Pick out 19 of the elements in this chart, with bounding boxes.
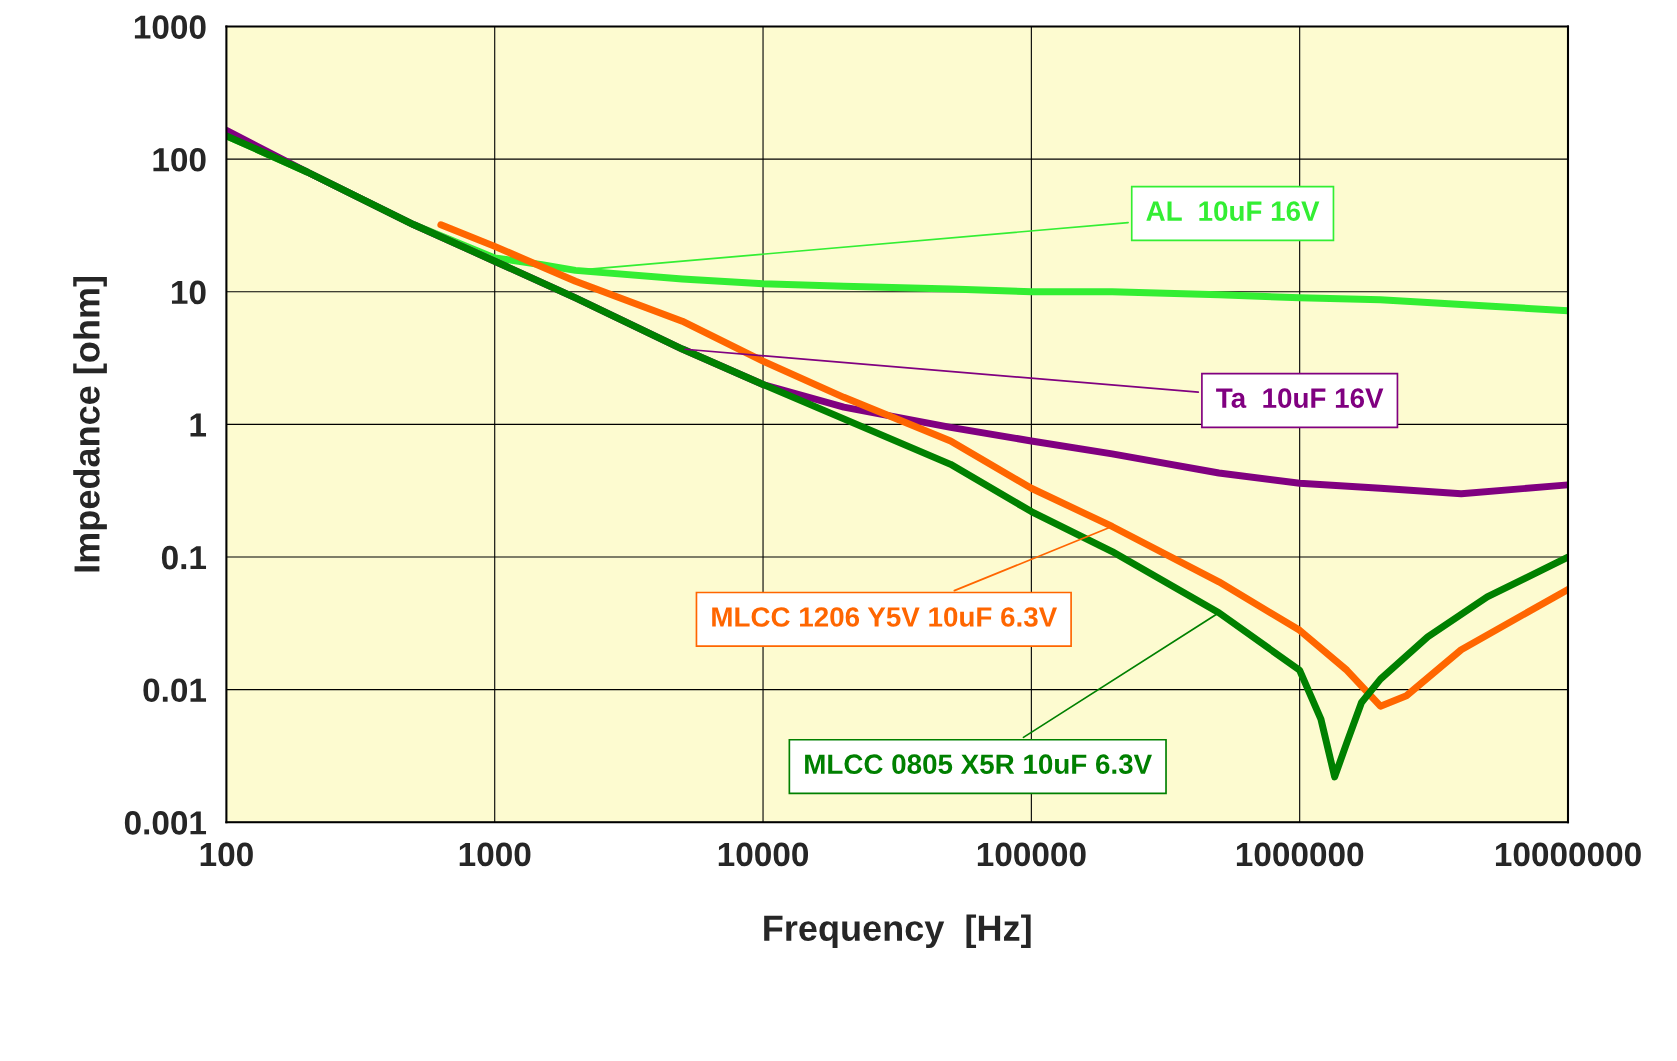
x-tick-label: 100 xyxy=(200,842,253,867)
y-tick-label: 1 xyxy=(190,413,207,437)
y-tick-label: 1000 xyxy=(134,15,206,39)
y-tick-label: 100 xyxy=(153,147,206,172)
x-tick-label: 100000 xyxy=(977,842,1086,867)
text: MLCC 0805 X5R 10uF 6.3V xyxy=(805,754,1152,775)
x-axis-title: Frequency [Hz] xyxy=(764,914,1031,949)
x-tick-label: 10000 xyxy=(718,842,809,867)
y-tick-label: 0.001 xyxy=(124,811,207,835)
x-tick-label: 10000000 xyxy=(1495,842,1641,867)
y-axis-title: Impedance [ohm] xyxy=(73,276,107,572)
y-tick-label: 10 xyxy=(171,280,206,305)
text: MLCC 1206 Y5V 10uF 6.3V xyxy=(712,607,1058,627)
y-tick-label: 0.1 xyxy=(161,545,207,570)
x-tick-label: 1000000 xyxy=(1236,842,1364,867)
x-tick-label: 1000 xyxy=(459,842,531,867)
y-tick-label: 0.01 xyxy=(143,678,207,703)
text: Ta 10uF 16V xyxy=(1216,388,1384,408)
text: AL 10uF 16V xyxy=(1146,201,1320,221)
